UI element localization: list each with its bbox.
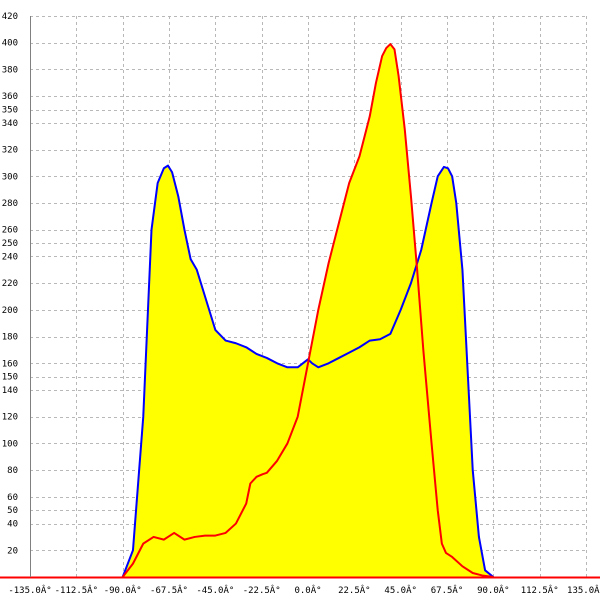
area-fill-shape xyxy=(122,44,494,578)
y-tick-label: 40 xyxy=(7,520,18,530)
x-tick-label: 67.5Â° xyxy=(431,584,464,596)
y-tick-label: 180 xyxy=(2,333,18,343)
y-tick-label: 280 xyxy=(2,199,18,209)
x-tick-label: -67.5Â° xyxy=(150,584,188,596)
x-tick-label: 135.0Â° xyxy=(567,584,600,596)
x-tick-label: 112.5Â° xyxy=(521,584,559,596)
series-line-1 xyxy=(121,164,494,578)
y-tick-label: 80 xyxy=(7,466,18,476)
y-tick-label: 100 xyxy=(2,439,18,449)
x-tick-label: -135.0Â° xyxy=(8,584,51,596)
x-tick-label: -90.0Â° xyxy=(104,584,142,596)
y-tick-label: 400 xyxy=(2,39,18,49)
y-tick-label: 200 xyxy=(2,306,18,316)
x-tick-label: 22.5Â° xyxy=(338,584,371,596)
y-tick-label: 150 xyxy=(2,373,18,383)
y-tick-labels: 20 40 50 60 80 100 120 140 150 160 180 200 220 240 250… xyxy=(2,12,18,556)
y-tick-label: 50 xyxy=(7,506,18,516)
x-tick-label: 0.0Â° xyxy=(294,584,321,596)
y-tick-label: 140 xyxy=(2,386,18,396)
x-tick-label: 90.0Â° xyxy=(477,584,510,596)
series-line-2 xyxy=(121,43,494,578)
axes xyxy=(0,16,600,579)
y-tick-label: 260 xyxy=(2,226,18,236)
x-tick-label: 45.0Â° xyxy=(384,584,417,596)
y-tick-label: 220 xyxy=(2,279,18,289)
y-tick-label: 420 xyxy=(2,12,18,22)
y-tick-label: 240 xyxy=(2,252,18,262)
y-tick-label: 340 xyxy=(2,119,18,129)
y-tick-label: 380 xyxy=(2,65,18,75)
x-tick-label: -22.5Â° xyxy=(243,584,281,596)
x-tick-label: -45.0Â° xyxy=(196,584,234,596)
y-tick-label: 60 xyxy=(7,493,18,503)
y-tick-label: 360 xyxy=(2,92,18,102)
y-tick-label: 350 xyxy=(2,106,18,116)
y-tick-label: 300 xyxy=(2,172,18,182)
grid xyxy=(30,16,587,577)
x-tick-label: -112.5Â° xyxy=(55,584,98,596)
x-tick-labels: -135.0Â° -112.5Â° -90.0Â° -67.5Â° -45.0Â° -22… xyxy=(8,584,600,596)
y-tick-label: 250 xyxy=(2,239,18,249)
y-tick-label: 160 xyxy=(2,359,18,369)
series-lines xyxy=(121,43,494,578)
y-tick-label: 320 xyxy=(2,146,18,156)
y-tick-label: 120 xyxy=(2,413,18,423)
y-tick-label: 20 xyxy=(7,546,18,556)
area-fill xyxy=(122,44,494,578)
